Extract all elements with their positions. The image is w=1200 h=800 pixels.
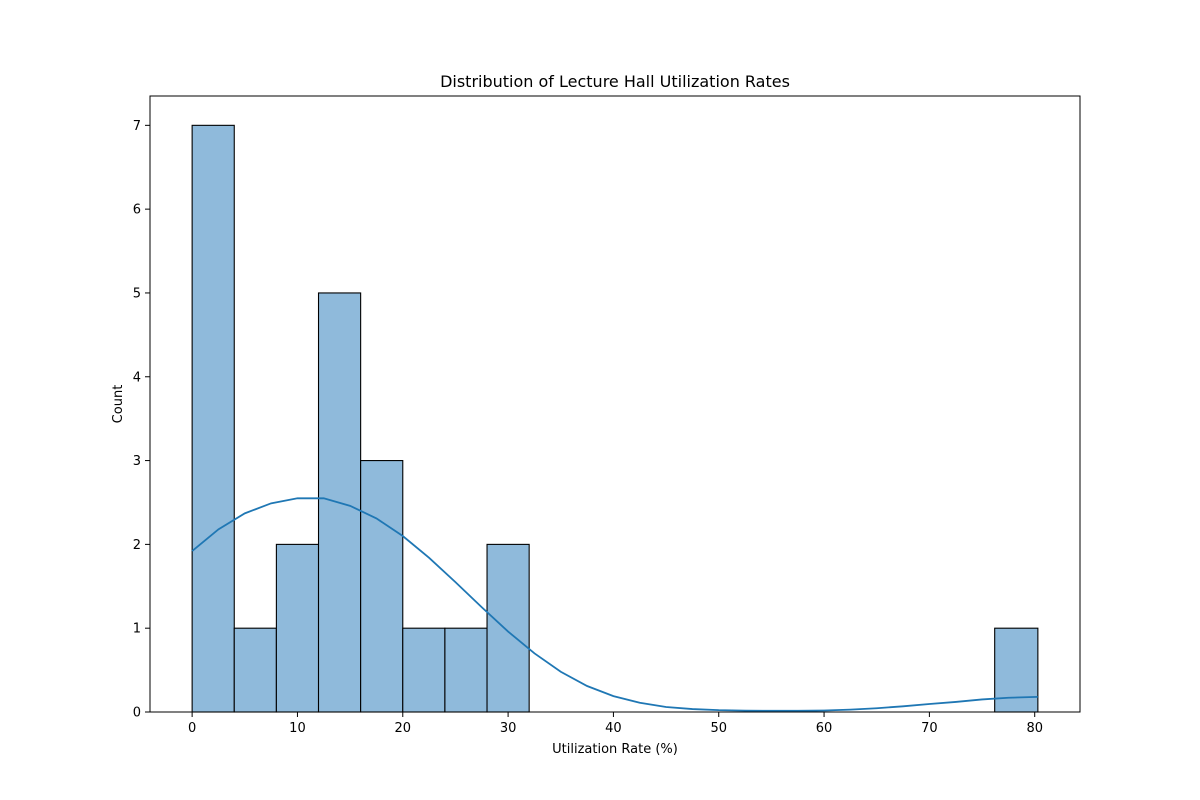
y-axis-ticks: 0 1 2 3 4 5 6 7 [133,119,150,721]
histogram-bar [360,460,404,713]
histogram-bar [486,543,530,713]
y-tick-label: 2 [133,538,141,553]
histogram-bar [994,627,1039,713]
histogram-bar [444,627,488,713]
y-tick-label: 3 [133,454,141,469]
y-axis-label: Count [111,385,126,424]
y-tick-label: 1 [133,622,141,637]
x-axis-label: Utilization Rate (%) [552,742,678,757]
histogram-bar [275,543,320,713]
histogram-bar [191,124,235,713]
kde-density-curve [191,497,1038,712]
x-axis-ticks: 0 10 20 30 40 50 60 70 80 [188,712,1043,736]
x-tick-label: 70 [921,721,938,736]
x-tick-label: 30 [500,721,517,736]
x-tick-label: 0 [188,721,196,736]
y-tick-label: 0 [133,706,141,721]
bars-layer [191,124,1039,713]
x-tick-label: 10 [289,721,306,736]
y-tick-label: 5 [133,286,141,301]
x-tick-label: 80 [1026,721,1043,736]
histogram-bar [402,627,446,713]
x-tick-label: 50 [710,721,727,736]
x-tick-label: 40 [605,721,622,736]
histogram-bar [233,627,277,713]
chart-title: Distribution of Lecture Hall Utilization… [440,72,790,91]
y-tick-label: 4 [133,370,141,385]
x-tick-label: 60 [816,721,833,736]
y-tick-label: 7 [133,119,141,134]
plot-area-frame [149,95,1081,713]
y-tick-label: 6 [133,203,141,218]
x-tick-label: 20 [395,721,412,736]
